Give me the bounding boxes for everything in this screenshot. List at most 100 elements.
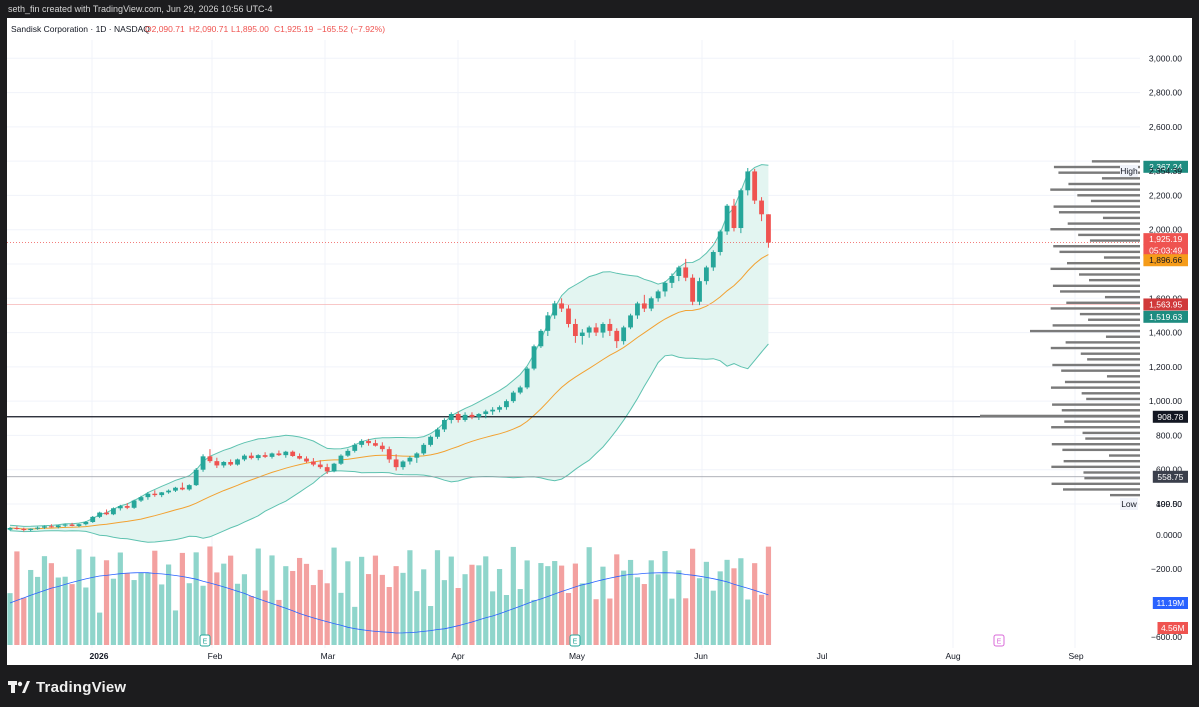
candle-body — [504, 401, 509, 408]
price-axis[interactable]: 3,000.00 2,800.00 2,600.00 2,200.00 2,000.00… — [1149, 53, 1182, 642]
volume-bar — [214, 572, 220, 645]
candle-body — [379, 445, 385, 450]
volume-bar — [248, 596, 254, 645]
high-value: H2,090.71 — [189, 24, 228, 34]
tradingview-footer[interactable]: TradingView — [8, 676, 126, 698]
price-chart[interactable]: E E E 3,000.00 2,800.00 2,600.00 2,200.00 2,00… — [7, 18, 1192, 665]
candle-body — [269, 453, 275, 457]
candle-body — [441, 419, 447, 430]
volume-profile-bar — [1060, 290, 1140, 293]
candle-body — [152, 493, 158, 496]
candle-body — [338, 455, 344, 464]
chart-panel[interactable]: E E E 3,000.00 2,800.00 2,600.00 2,200.00 2,00… — [7, 18, 1192, 665]
candle-body — [662, 282, 668, 292]
candle-body — [600, 323, 606, 333]
candle-body — [697, 281, 702, 302]
high-marker-bg — [1120, 164, 1138, 177]
candle-body — [655, 291, 661, 299]
price-tick-label: 2,200.00 — [1149, 190, 1182, 200]
volume-bar — [703, 561, 709, 645]
bb-upper-label-bg — [1143, 160, 1188, 173]
candle-body — [69, 524, 75, 526]
volume-bar — [607, 598, 613, 645]
volume-bar — [241, 574, 248, 645]
volume-bar — [221, 563, 227, 645]
candle-body — [690, 277, 696, 302]
earnings-icon: E — [569, 634, 581, 647]
volume-bar — [676, 570, 682, 645]
candle-body — [607, 323, 613, 331]
volume-bar — [179, 552, 185, 645]
volume-bar — [317, 569, 323, 645]
volume-profile-bar — [1082, 431, 1140, 435]
candle-body — [703, 267, 709, 282]
candle-body — [117, 506, 123, 509]
volume-bar — [483, 556, 489, 645]
volume-bar — [345, 561, 351, 645]
candle-body — [35, 527, 40, 529]
volume-profile-bar — [1050, 346, 1140, 350]
candle-body — [531, 346, 537, 369]
volume-bar — [565, 593, 572, 645]
poc-label: 908.78 — [1157, 412, 1183, 422]
volume-profile-bar — [1058, 211, 1140, 214]
time-tick-label: Jun — [694, 651, 708, 661]
candle-body — [593, 327, 599, 333]
candle-body — [14, 528, 20, 530]
volume-bar — [186, 583, 192, 645]
volume-bar — [152, 550, 158, 645]
volume-profile-bar — [1068, 182, 1140, 186]
price-tick-label: 2,600.00 — [1149, 122, 1182, 132]
volume-histogram — [7, 546, 772, 645]
volume-bar — [76, 549, 82, 645]
candle-body — [111, 508, 116, 515]
volume-bar — [386, 586, 392, 645]
candle-body — [207, 456, 213, 462]
candle-body — [559, 303, 564, 309]
candle-body — [366, 440, 371, 444]
candle-body — [393, 459, 399, 468]
volume-profile-bar — [1081, 392, 1140, 395]
volume-bar — [103, 560, 110, 645]
candle-body — [476, 413, 482, 417]
volume-bar — [393, 566, 399, 645]
candle-body — [676, 267, 682, 276]
candle-body — [276, 453, 282, 456]
candle-body — [572, 323, 578, 336]
volume-bar — [614, 554, 620, 645]
volume-profile-bar — [1083, 471, 1140, 474]
low-marker-value: 199.50 — [1156, 499, 1182, 509]
time-axis[interactable]: 2026 Feb Mar Apr May Jun Jul Aug Sep — [90, 651, 1084, 661]
candle-body — [145, 493, 151, 498]
candle-body — [235, 459, 240, 465]
bollinger-band — [9, 164, 769, 543]
candle-body — [283, 451, 289, 456]
volume-profile-bar — [1104, 295, 1140, 299]
candle-body — [517, 387, 523, 393]
bb-lower-label: 1,519.63 — [1149, 312, 1182, 322]
red-line-label: 1,563.95 — [1149, 299, 1182, 309]
volume-bar — [441, 580, 447, 645]
volume-profile-bar — [980, 414, 1140, 418]
volume-bar — [476, 565, 482, 645]
volume-profile-bar — [1061, 369, 1140, 372]
volume-bar — [90, 556, 96, 645]
bb-lower-label-bg — [1143, 310, 1188, 323]
volume-bar — [434, 550, 441, 645]
candle-body — [131, 500, 137, 508]
volume-average-label-bg — [1152, 597, 1188, 609]
volume-bar — [255, 548, 261, 645]
volume-bar — [159, 584, 165, 645]
symbol-title: Sandisk Corporation · 1D · NASDAQ — [11, 24, 150, 34]
volume-bar — [690, 548, 696, 645]
candle-body — [428, 436, 433, 445]
volume-bar — [372, 555, 379, 645]
candle-body — [97, 512, 103, 517]
candle-body — [173, 487, 178, 491]
volume-bar — [448, 556, 454, 645]
volume-today-label: 4.56M — [1161, 623, 1185, 633]
volume-profile-bar — [1061, 409, 1140, 412]
volume-profile — [980, 160, 1140, 497]
volume-bar — [28, 569, 34, 645]
volume-bar — [41, 556, 48, 645]
